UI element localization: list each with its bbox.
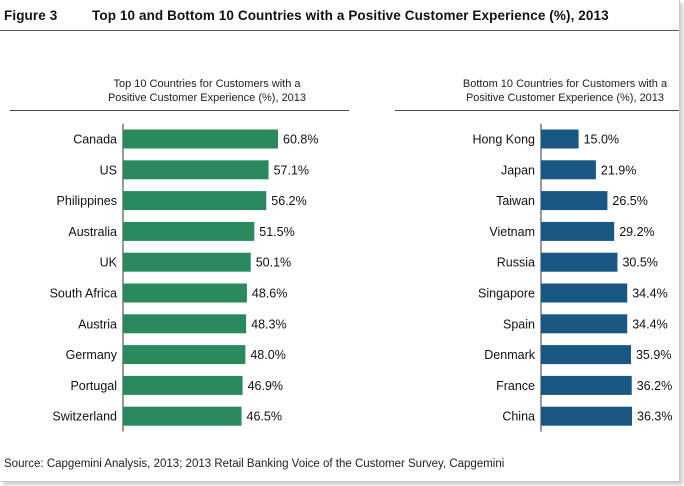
right-value-label-9: 36.3% [637, 410, 672, 424]
right-bar-chart: Hong Kong 15.0% Japan 21.9% Taiwan 26.5% Vietn… [472, 123, 672, 432]
left-value-label-2: 56.2% [271, 194, 306, 208]
left-category-label-8: Portugal [70, 379, 117, 393]
right-category-label-1: Japan [501, 163, 535, 177]
right-category-label-2: Taiwan [496, 194, 535, 208]
title-divider [0, 30, 679, 31]
right-bar-9 [541, 406, 632, 426]
left-category-label-6: Austria [78, 317, 117, 331]
right-category-label-7: Denmark [484, 348, 535, 362]
left-chart-title-line-1: Top 10 Countries for Customers with a [113, 78, 301, 90]
right-bar-3 [541, 221, 615, 241]
left-value-label-3: 51.5% [259, 225, 294, 239]
left-bar-1 [123, 160, 269, 180]
left-value-label-8: 46.9% [248, 379, 283, 393]
left-category-label-1: US [100, 163, 117, 177]
right-bar-5 [541, 283, 628, 303]
right-category-label-6: Spain [503, 317, 535, 331]
right-chart-title-line-2: Positive Customer Experience (%), 2013 [465, 92, 665, 104]
left-chart-title-line-2: Positive Customer Experience (%), 2013 [107, 92, 307, 104]
left-category-label-3: Australia [68, 225, 117, 239]
right-chart-top-rule [395, 110, 679, 111]
right-chart-title: Bottom 10 Countries for Customers with a… [452, 77, 678, 105]
left-bar-3 [123, 221, 255, 241]
left-value-label-7: 48.0% [250, 348, 285, 362]
left-category-label-2: Philippines [57, 194, 117, 208]
left-bar-0 [123, 129, 278, 149]
right-bar-6 [541, 314, 628, 334]
left-bar-4 [123, 252, 251, 272]
left-category-label-7: Germany [66, 348, 118, 362]
right-category-label-4: Russia [497, 256, 535, 270]
left-value-label-4: 50.1% [256, 256, 291, 270]
left-bar-7 [123, 345, 246, 365]
right-value-label-7: 35.9% [636, 348, 671, 362]
right-value-label-5: 34.4% [632, 287, 667, 301]
right-value-label-2: 26.5% [612, 194, 647, 208]
left-value-label-5: 48.6% [252, 287, 287, 301]
left-bar-chart: Canada 60.8% US 57.1% Philippines 56.2% Austra… [50, 123, 318, 432]
left-value-label-6: 48.3% [251, 317, 286, 331]
right-bar-7 [541, 345, 631, 365]
left-bar-8 [123, 375, 243, 395]
right-bar-1 [541, 160, 596, 180]
left-category-label-9: Switzerland [52, 410, 117, 424]
right-chart-title-line-1: Bottom 10 Countries for Customers with a [462, 78, 668, 90]
right-category-label-3: Vietnam [489, 225, 535, 239]
left-category-label-4: UK [100, 256, 118, 270]
source-note: Source: Capgemini Analysis, 2013; 2013 R… [4, 458, 505, 470]
right-bar-8 [541, 375, 632, 395]
left-chart-top-rule [10, 110, 349, 111]
right-value-label-1: 21.9% [601, 163, 636, 177]
right-value-label-6: 34.4% [632, 317, 667, 331]
left-chart-title: Top 10 Countries for Customers with a Po… [88, 77, 326, 105]
left-bar-9 [123, 406, 242, 426]
right-category-label-9: China [502, 410, 535, 424]
figure-label: Figure 3 [4, 8, 58, 23]
left-bar-6 [123, 314, 247, 334]
left-bar-5 [123, 283, 247, 303]
right-value-label-4: 30.5% [622, 256, 657, 270]
right-category-label-5: Singapore [478, 287, 535, 301]
left-bar-2 [123, 191, 267, 211]
left-value-label-0: 60.8% [283, 133, 318, 147]
left-category-label-5: South Africa [50, 287, 117, 301]
left-category-label-0: Canada [73, 133, 117, 147]
right-bar-2 [541, 191, 608, 211]
right-value-label-0: 15.0% [584, 133, 619, 147]
right-category-label-0: Hong Kong [472, 133, 535, 147]
right-value-label-3: 29.2% [619, 225, 654, 239]
left-value-label-1: 57.1% [274, 163, 309, 177]
right-value-label-8: 36.2% [637, 379, 672, 393]
right-bar-0 [541, 129, 579, 149]
right-bar-4 [541, 252, 618, 272]
right-category-label-8: France [496, 379, 535, 393]
figure-title: Top 10 and Bottom 10 Countries with a Po… [92, 8, 609, 23]
left-value-label-9: 46.5% [247, 410, 282, 424]
